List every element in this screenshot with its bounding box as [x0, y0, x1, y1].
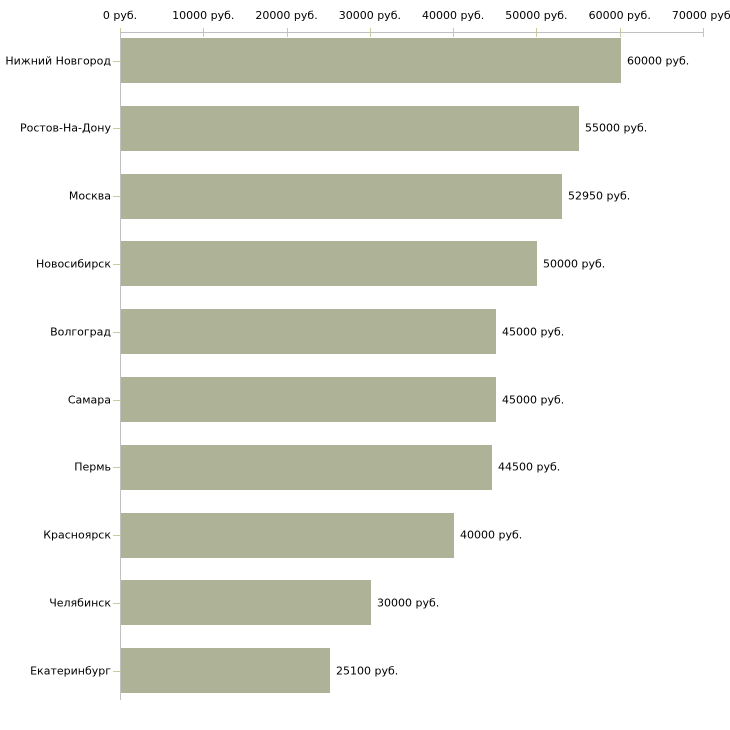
value-label: 30000 руб.	[377, 596, 440, 610]
value-label: 50000 руб.	[543, 257, 606, 271]
category-label: Пермь	[74, 460, 111, 474]
category-label: Волгоград	[50, 325, 111, 339]
category-label: Екатеринбург	[30, 664, 111, 678]
bar	[121, 106, 579, 151]
value-label: 45000 руб.	[502, 393, 565, 406]
value-label: 55000 руб.	[585, 121, 648, 135]
y-axis-line	[120, 32, 121, 700]
value-label: 52950 руб.	[568, 189, 631, 203]
x-axis-tick-label: 50000 руб.	[505, 9, 568, 22]
category-axis-tick	[113, 535, 120, 536]
value-label: 25100 руб.	[336, 664, 399, 678]
x-axis-tick-label: 0 руб.	[102, 9, 138, 22]
category-label: Самара	[67, 393, 111, 406]
bar	[121, 309, 496, 354]
bar	[121, 513, 454, 558]
value-label: 60000 руб.	[627, 54, 690, 67]
bar	[121, 38, 621, 83]
category-axis-tick	[113, 467, 120, 468]
x-axis-line	[120, 32, 703, 33]
category-axis-tick	[113, 332, 120, 333]
category-axis-tick	[113, 61, 120, 62]
category-label: Челябинск	[49, 596, 111, 610]
category-label: Красноярск	[43, 528, 111, 542]
bar	[121, 174, 562, 219]
x-axis-tick-label: 10000 руб.	[172, 9, 235, 22]
category-label: Москва	[68, 189, 111, 203]
x-axis-tick	[703, 28, 704, 37]
category-axis-tick	[113, 671, 120, 672]
x-axis-tick-label: 30000 руб.	[338, 9, 401, 22]
value-label: 45000 руб.	[502, 325, 565, 339]
category-axis-tick	[113, 400, 120, 401]
category-label: Новосибирск	[35, 257, 111, 271]
bar	[121, 445, 492, 490]
category-label: Ростов-На-Дону	[19, 121, 111, 135]
bar	[121, 580, 371, 625]
x-axis-tick-label: 70000 руб.	[671, 9, 730, 22]
bar	[121, 377, 496, 422]
value-label: 40000 руб.	[460, 528, 523, 542]
x-axis-tick-label: 20000 руб.	[255, 9, 318, 22]
x-axis-tick-label: 40000 руб.	[422, 9, 485, 22]
category-axis-tick	[113, 264, 120, 265]
category-label: Нижний Новгород	[5, 54, 111, 67]
bar	[121, 241, 537, 286]
x-axis-tick-label: 60000 руб.	[588, 9, 651, 22]
category-axis-tick	[113, 128, 120, 129]
category-axis-tick	[113, 196, 120, 197]
category-axis-tick	[113, 603, 120, 604]
value-label: 44500 руб.	[498, 460, 561, 474]
bar	[121, 648, 330, 693]
